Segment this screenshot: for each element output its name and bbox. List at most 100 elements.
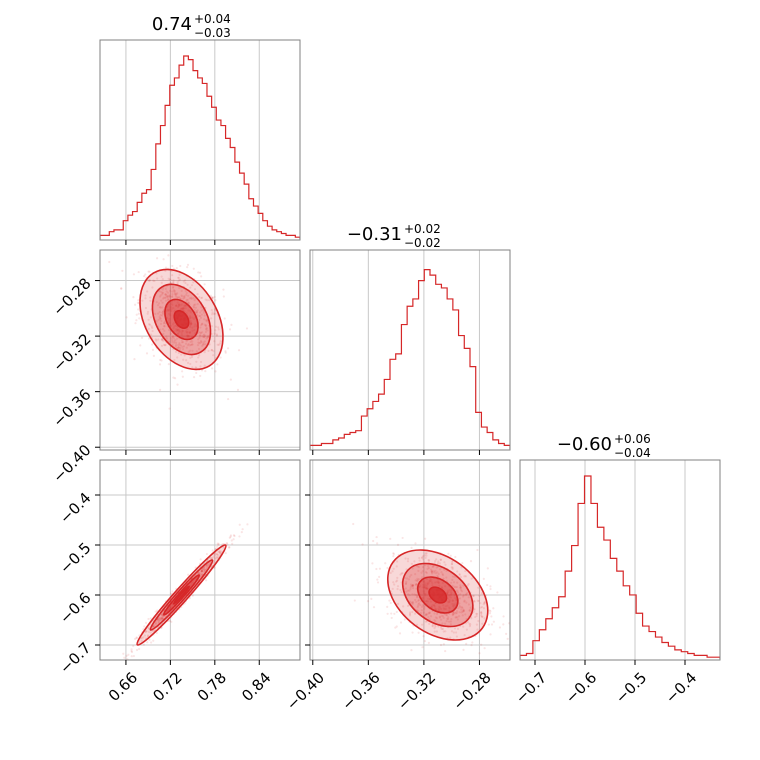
scatter-point [451,613,454,617]
scatter-point [119,287,123,290]
scatter-point [458,615,461,618]
scatter-point [376,581,380,584]
scatter-point [422,555,425,558]
scatter-point [215,555,219,559]
y-tick-label-2: −0.5 [56,539,94,577]
scatter-point [183,304,186,307]
scatter-point [479,606,482,609]
scatter-point [449,596,452,599]
scatter-point [163,321,166,324]
scatter-point [176,383,179,386]
scatter-point [130,649,133,653]
scatter-point [198,271,202,274]
scatter-point [392,552,395,556]
scatter-panel-0-2 [95,459,301,665]
scatter-point [145,352,149,355]
scatter-point [434,572,438,575]
scatter-point [187,301,190,304]
scatter-point [413,612,417,615]
scatter-point [436,571,439,574]
scatter-point [194,366,197,369]
scatter-point [452,605,455,608]
scatter-point [183,354,186,357]
scatter-point [191,343,194,346]
scatter-point [168,295,171,298]
scatter-point [469,559,473,563]
scatter-point [477,599,480,603]
scatter-point [173,340,176,343]
histogram-panel-0 [99,39,301,245]
scatter-point [408,575,411,578]
scatter-point [424,613,427,617]
scatter-point [451,567,454,570]
scatter-point [144,273,147,276]
scatter-point [202,335,206,339]
scatter-point [199,332,203,335]
scatter-point [407,593,410,596]
scatter-point [189,331,192,334]
scatter-point [433,627,436,630]
scatter-point [450,589,453,592]
scatter-point [428,612,431,615]
scatter-point [181,329,184,333]
scatter-point [406,560,410,563]
param-title-minus-2: −0.04 [614,446,651,460]
scatter-point [136,301,139,305]
scatter-point [199,365,202,368]
scatter-point [177,343,180,347]
scatter-point [134,303,137,306]
scatter-point [201,331,204,334]
scatter-point [452,612,455,615]
scatter-point [203,318,206,321]
scatter-point [460,611,463,614]
scatter-point [420,609,423,612]
scatter-point [177,332,180,335]
scatter-point [459,586,462,589]
x-tick-label-1: −0.36 [338,669,383,714]
scatter-point [471,594,475,598]
scatter-point [376,542,379,545]
scatter-point [393,612,396,615]
scatter-point [200,306,203,309]
x-tick-label-1: −0.32 [394,669,439,714]
scatter-point [153,279,156,283]
y-tick-label-1: −0.40 [49,441,94,486]
scatter-point [404,557,407,560]
scatter-point [135,636,138,640]
scatter-point [448,606,451,609]
scatter-point [175,327,178,331]
scatter-point [201,573,204,576]
scatter-point [179,344,183,347]
scatter-point [426,600,430,603]
param-title-2: −0.60 [557,434,612,455]
scatter-point [422,580,426,583]
scatter-point [179,346,182,350]
scatter-point [199,334,202,337]
scatter-point [189,317,192,320]
scatter-point [146,635,150,638]
scatter-point [203,364,206,367]
scatter-point [168,303,171,306]
scatter-point [205,327,208,330]
scatter-point [461,595,465,598]
scatter-point [132,273,136,276]
scatter-point [422,635,425,638]
scatter-point [191,329,194,332]
scatter-point [173,290,176,293]
scatter-point [219,550,222,553]
scatter-point [171,264,174,268]
scatter-point [155,631,158,635]
scatter-point [213,332,216,335]
scatter-point [215,552,218,556]
scatter-point [160,337,164,341]
scatter-point [173,341,176,344]
scatter-point [465,601,468,604]
scatter-point [214,329,217,332]
scatter-point [173,321,176,325]
scatter-point [392,552,395,555]
scatter-point [174,338,177,341]
scatter-point [219,356,222,359]
scatter-point [127,653,130,656]
scatter-point [422,590,425,593]
scatter-point [181,341,185,344]
